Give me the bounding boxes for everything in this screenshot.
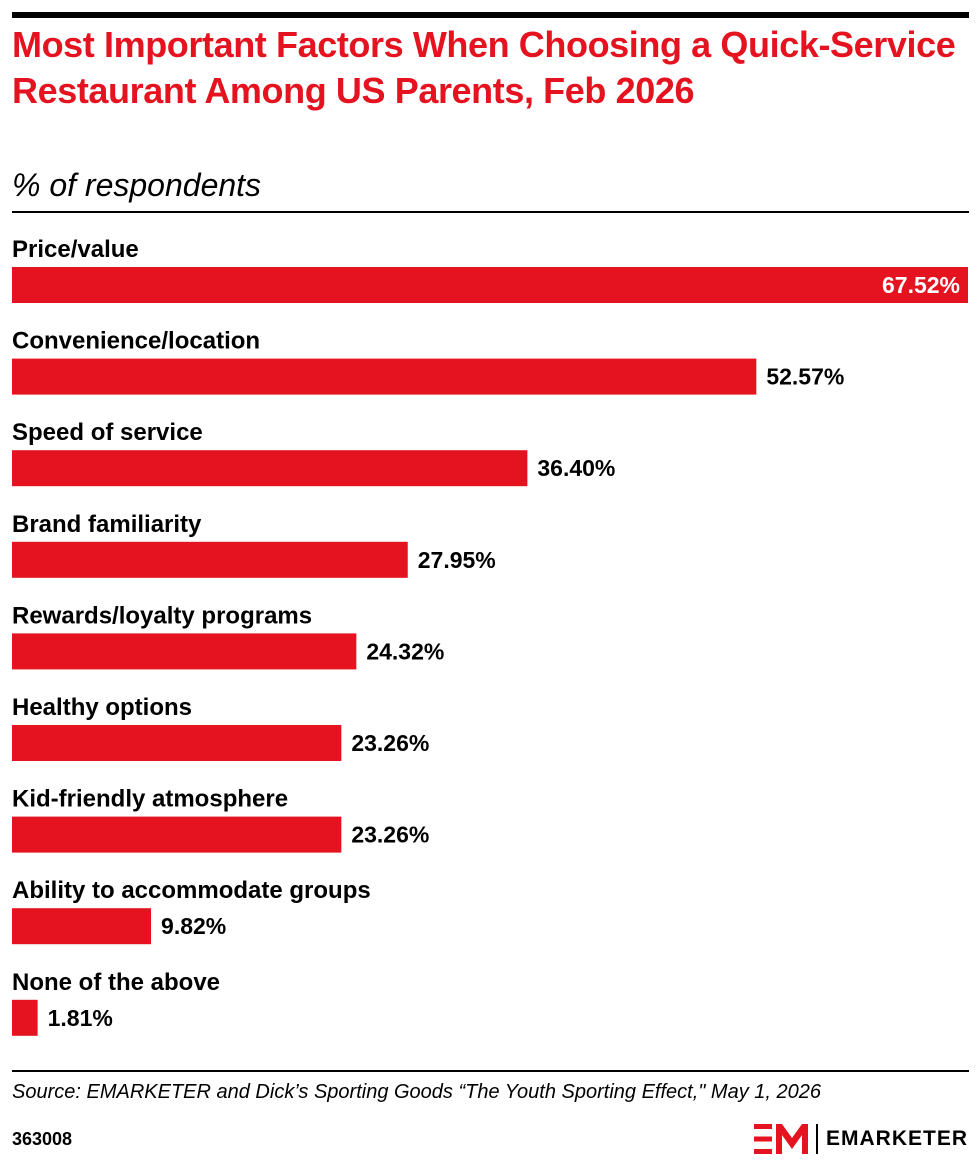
brand-lockup: EMARKETER — [753, 1122, 968, 1156]
footer-divider — [12, 1070, 969, 1072]
chart-title: Most Important Factors When Choosing a Q… — [12, 24, 956, 111]
bar — [12, 450, 528, 487]
category-label: None of the above — [12, 969, 220, 996]
bar — [12, 358, 757, 395]
bar — [12, 999, 38, 1036]
category-label: Price/value — [12, 236, 139, 263]
chart-subtitle: % of respondents — [12, 167, 262, 203]
category-label: Brand familiarity — [12, 511, 202, 538]
category-label: Rewards/loyalty programs — [12, 602, 312, 629]
bar — [12, 725, 342, 761]
value-label: 67.52% — [882, 272, 960, 298]
category-label: Speed of service — [12, 419, 203, 446]
brand-name: EMARKETER — [825, 1127, 968, 1150]
brand-divider — [815, 1124, 818, 1154]
chart-id: 363008 — [12, 1129, 73, 1149]
bar — [12, 541, 408, 578]
title-divider — [12, 211, 969, 213]
value-label: 9.82% — [161, 913, 226, 939]
value-label: 1.81% — [48, 1005, 113, 1031]
category-label: Ability to accommodate groups — [12, 877, 371, 904]
bar — [12, 816, 342, 853]
value-label: 52.57% — [766, 364, 844, 390]
category-label: Convenience/location — [12, 328, 260, 355]
value-label: 27.95% — [418, 547, 496, 573]
bars-layer: Price/value 67.52% Convenience/location 52.… — [12, 236, 968, 1036]
category-label: Healthy options — [12, 694, 192, 721]
top-rule — [12, 12, 969, 18]
value-label: 23.26% — [351, 822, 429, 848]
value-label: 36.40% — [537, 455, 615, 481]
value-label: 23.26% — [351, 730, 429, 756]
source-note: Source: EMARKETER and Dick’s Sporting Go… — [12, 1081, 821, 1103]
bar — [12, 633, 357, 670]
em-logo-icon — [753, 1124, 808, 1154]
value-label: 24.32% — [366, 638, 444, 664]
bar — [12, 908, 152, 945]
category-label: Kid-friendly atmosphere — [12, 786, 288, 813]
bar — [12, 267, 968, 303]
